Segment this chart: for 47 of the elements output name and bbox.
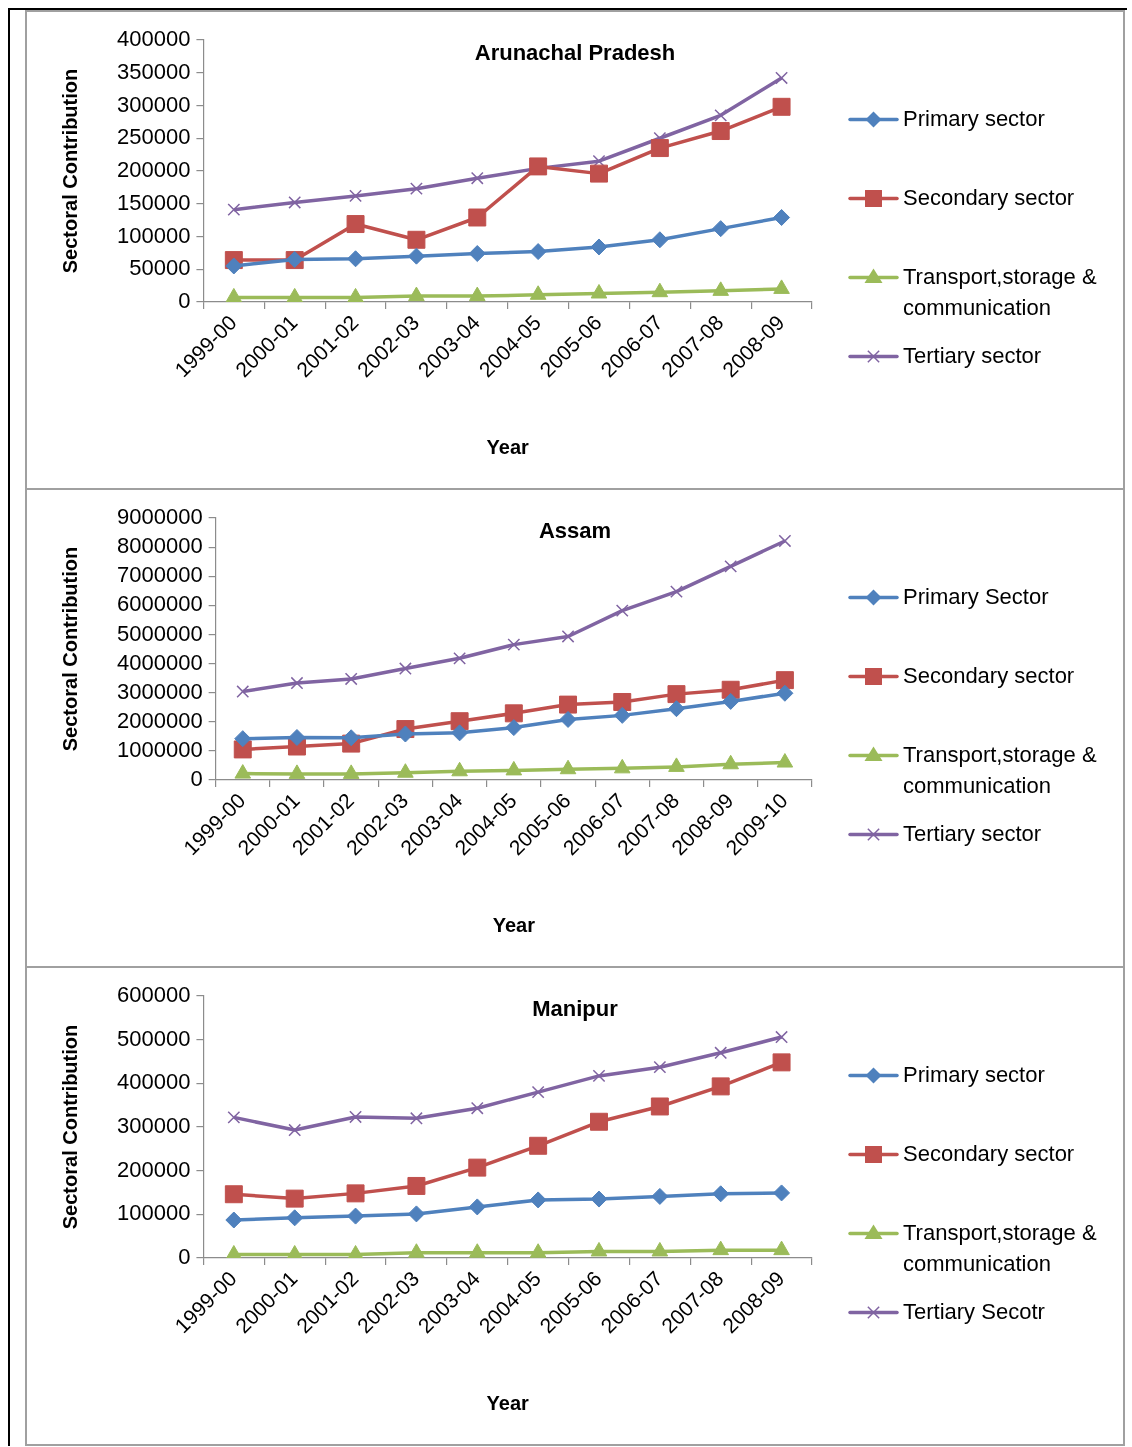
y-tick-label: 6000000 bbox=[116, 591, 203, 617]
y-tick-label: 50000 bbox=[129, 255, 191, 281]
y-tick-label: 0 bbox=[178, 1244, 191, 1270]
y-tick-label: 0 bbox=[178, 288, 191, 314]
y-tick-label: 200000 bbox=[116, 1156, 191, 1182]
legend-label: Tertiary sector bbox=[903, 342, 1042, 368]
x-axis-title: Year bbox=[486, 435, 530, 458]
y-tick-label: 600000 bbox=[116, 982, 191, 1008]
y-tick-label: 7000000 bbox=[116, 562, 203, 588]
legend-label: Secondary sector bbox=[903, 184, 1075, 210]
legend-label: Secondary sector bbox=[903, 1140, 1075, 1166]
y-tick-label: 150000 bbox=[116, 189, 191, 215]
y-tick-label: 0 bbox=[190, 766, 203, 792]
chart-title: Arunachal Pradesh bbox=[474, 40, 676, 66]
legend-label: Tertiary Secotr bbox=[903, 1298, 1045, 1324]
y-tick-label: 300000 bbox=[116, 91, 191, 117]
y-tick-label: 200000 bbox=[116, 157, 191, 183]
legend-label: Transport,storage & communication bbox=[903, 263, 1097, 320]
y-tick-label: 4000000 bbox=[116, 649, 203, 675]
x-axis-title: Year bbox=[492, 913, 536, 936]
y-tick-label: 3000000 bbox=[116, 678, 203, 704]
y-tick-label: 100000 bbox=[116, 1200, 191, 1226]
x-axis-title: Year bbox=[486, 1391, 530, 1414]
y-tick-label: 250000 bbox=[116, 124, 191, 150]
y-axis-title: Sectoral Contribution bbox=[58, 1024, 81, 1230]
y-tick-label: 400000 bbox=[116, 1069, 191, 1095]
y-tick-label: 400000 bbox=[116, 26, 191, 52]
y-tick-label: 100000 bbox=[116, 222, 191, 248]
y-tick-label: 2000000 bbox=[116, 707, 203, 733]
legend-label: Primary sector bbox=[903, 1061, 1045, 1087]
legend-label: Tertiary sector bbox=[903, 820, 1042, 846]
y-tick-label: 300000 bbox=[116, 1113, 191, 1139]
chart-title: Manipur bbox=[532, 996, 619, 1022]
legend-label: Secondary sector bbox=[903, 662, 1075, 688]
legend-label: Primary Sector bbox=[903, 583, 1049, 609]
legend-label: Transport,storage & communication bbox=[903, 741, 1097, 798]
y-tick-label: 9000000 bbox=[116, 504, 203, 530]
legend-label: Primary sector bbox=[903, 105, 1045, 131]
y-tick-label: 350000 bbox=[116, 58, 191, 84]
legend-label: Transport,storage & communication bbox=[903, 1219, 1097, 1276]
y-axis-title: Sectoral Contribution bbox=[58, 546, 81, 752]
y-tick-label: 1000000 bbox=[116, 736, 203, 762]
chart-title: Assam bbox=[538, 518, 612, 544]
y-tick-label: 500000 bbox=[116, 1025, 191, 1051]
y-axis-title: Sectoral Contribution bbox=[58, 68, 81, 274]
y-tick-label: 5000000 bbox=[116, 620, 203, 646]
y-tick-label: 8000000 bbox=[116, 533, 203, 559]
